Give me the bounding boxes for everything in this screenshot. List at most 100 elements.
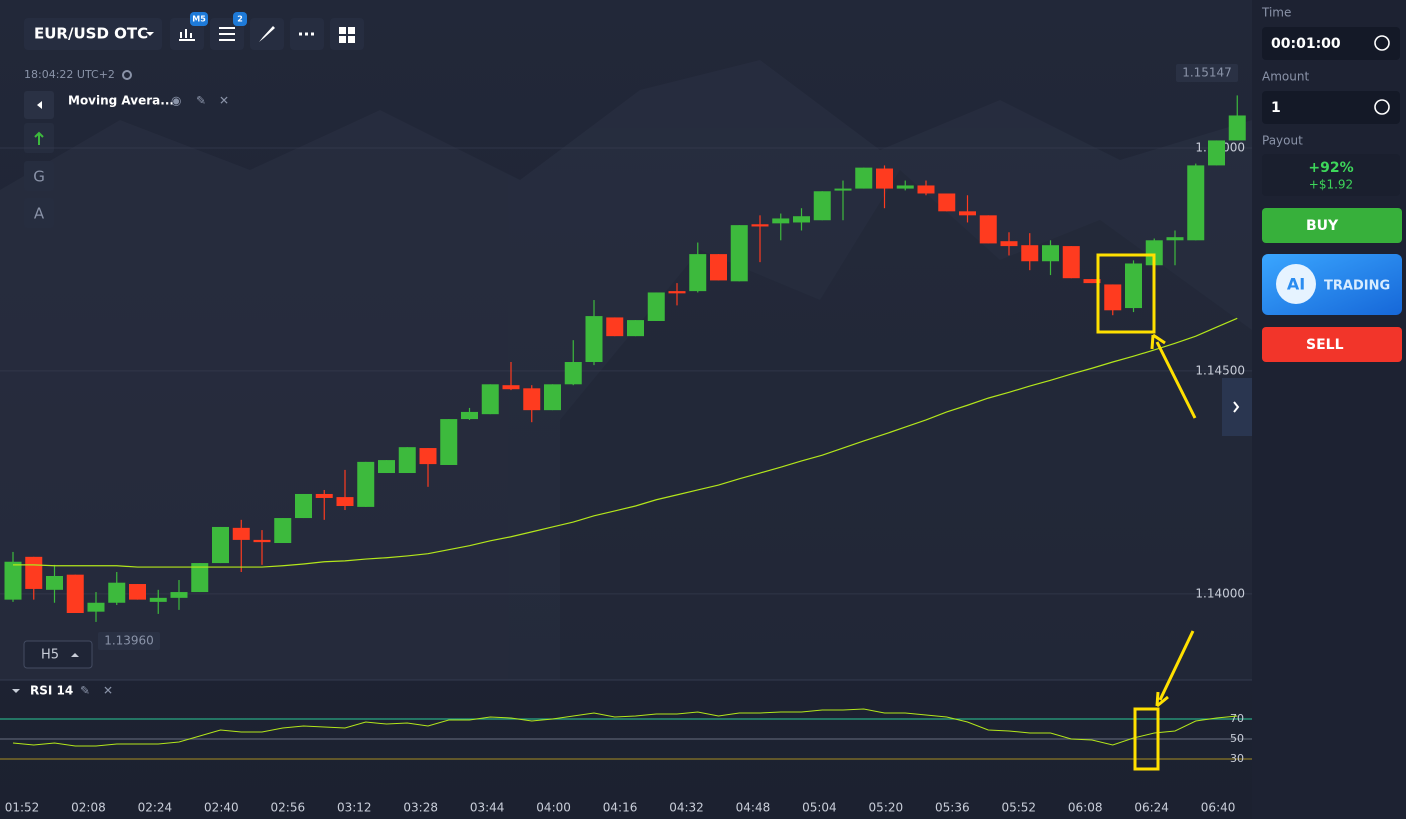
candle-body [1166, 237, 1184, 241]
edit-icon[interactable]: ✎ [196, 94, 206, 108]
timeframe: H5 [41, 648, 59, 663]
candle-body [170, 592, 188, 598]
caret [71, 653, 79, 657]
highlight-box [1096, 253, 1156, 334]
rsi-tick-label: 30 [1230, 752, 1244, 765]
amount-value: 1 [1271, 100, 1281, 116]
eye-icon[interactable]: ◉ [171, 94, 181, 108]
low-price-label: 1.13960 [104, 634, 154, 648]
candle-body [481, 384, 499, 415]
badge-text: M5 [192, 15, 206, 24]
candle-body [274, 518, 292, 544]
rsi-tick-label: 50 [1230, 732, 1244, 745]
layout-icon [339, 27, 355, 43]
buy-button[interactable] [1262, 208, 1402, 243]
candle-body [212, 526, 229, 564]
brush-icon [259, 26, 275, 42]
x-tick-label: 02:08 [71, 801, 106, 815]
tool-button[interactable] [24, 198, 54, 228]
rsi-name: RSI 14 [30, 684, 73, 698]
x-tick-label: 02:40 [204, 801, 239, 815]
gear-icon[interactable] [122, 70, 132, 80]
symbol-button[interactable] [24, 18, 162, 50]
candle-body [813, 191, 831, 221]
candle-body [4, 561, 22, 600]
candle-body [378, 460, 395, 474]
rsi-tick-label: 70 [1230, 712, 1244, 725]
candle-body [336, 497, 354, 507]
candle-body [606, 317, 624, 337]
candle-body [772, 218, 790, 224]
candle-body [253, 539, 271, 543]
candle-body [1208, 140, 1225, 166]
candle-body [66, 574, 84, 614]
amount-input[interactable] [1262, 91, 1400, 124]
trend-icon [34, 131, 44, 145]
arrow [1155, 630, 1195, 708]
tool-label: A [34, 205, 45, 223]
price-label-box [1176, 64, 1238, 82]
collapse-icon [37, 101, 42, 109]
y-tick-label: 1.14000 [1195, 586, 1245, 600]
candle-body [979, 215, 997, 244]
sell-label: SELL [1306, 337, 1344, 353]
candle-body [1125, 263, 1142, 309]
symbol: EUR/USD OTC [34, 25, 148, 43]
edit-icon[interactable]: ✎ [80, 684, 90, 698]
candle-body [793, 216, 810, 223]
candle-body [834, 188, 852, 191]
payout-box [1262, 154, 1400, 196]
close-icon[interactable]: ✕ [103, 684, 113, 698]
candle-body [440, 419, 458, 465]
x-tick-label: 02:24 [138, 801, 173, 815]
candle-body [295, 493, 312, 519]
expand-icon [1233, 401, 1240, 413]
high-price-label: 1.15147 [1182, 66, 1232, 80]
badge [233, 12, 247, 26]
x-tick-label: 05:20 [869, 801, 904, 815]
tool-button[interactable] [24, 161, 54, 191]
candle-body [1000, 241, 1018, 247]
candle-body [191, 563, 209, 593]
payout-amount: +$1.92 [1309, 178, 1353, 192]
payout-percent: +92% [1308, 160, 1353, 176]
candle-body [1062, 246, 1080, 279]
x-tick-label: 03:12 [337, 801, 372, 815]
payout-label: Payout [1262, 134, 1303, 148]
timeframe-button[interactable] [23, 640, 93, 669]
amount-label: Amount [1262, 70, 1309, 84]
candle-body [87, 602, 105, 612]
x-tick-label: 03:44 [470, 801, 505, 815]
arrow [1150, 333, 1197, 419]
candle-body [585, 316, 603, 363]
candle-body [544, 384, 561, 411]
candle-body [523, 388, 541, 411]
candle-body [855, 167, 873, 189]
sell-button[interactable] [1262, 327, 1402, 362]
clock-icon [1374, 35, 1390, 51]
highlight-box [1133, 707, 1160, 771]
indicator-name: Moving Avera... [68, 94, 174, 108]
candle-body [896, 185, 914, 189]
candle-body [1083, 279, 1101, 284]
time-value: 00:01:00 [1271, 36, 1341, 52]
clock: 18:04:22 UTC+2 [24, 68, 115, 81]
candle-body [149, 597, 167, 602]
sidebar [1252, 0, 1406, 819]
time-input[interactable] [1262, 27, 1400, 60]
close-icon[interactable]: ✕ [219, 94, 229, 108]
candle-body [668, 291, 686, 294]
candle-body [1145, 240, 1163, 266]
settings-icon [219, 27, 235, 41]
dollar-icon [1374, 99, 1390, 115]
candle-body [917, 185, 935, 194]
rsi-line [12, 708, 1238, 747]
tool-label: G [33, 168, 45, 186]
layout-button[interactable] [330, 18, 364, 50]
moving-average-line [13, 317, 1238, 568]
candle-body [710, 254, 727, 281]
y-tick-label: 1.14500 [1195, 363, 1245, 377]
toolbar: M5 2 [170, 12, 364, 50]
